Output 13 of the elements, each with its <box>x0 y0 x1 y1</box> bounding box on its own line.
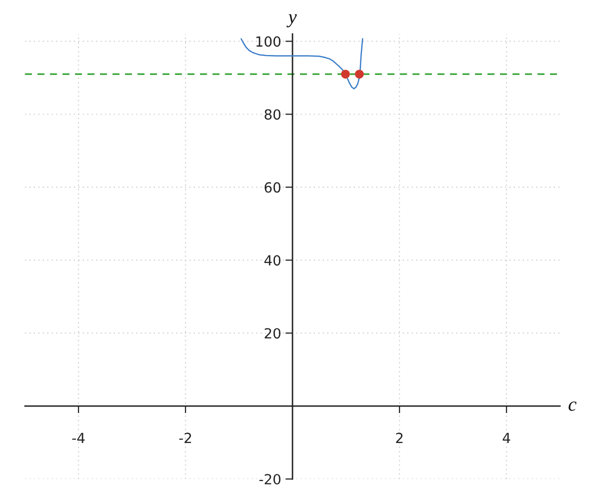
x-tick-label: -2 <box>179 432 192 443</box>
y-tick-label: 40 <box>264 255 280 266</box>
y-tick-label: 80 <box>264 109 280 120</box>
x-tick-label: 4 <box>502 432 510 443</box>
y-tick-label: -20 <box>259 474 280 484</box>
y-tick-label: 20 <box>264 328 280 339</box>
x-tick-label: -4 <box>72 432 85 443</box>
line-series <box>240 38 364 90</box>
y-tick-label: 60 <box>264 182 280 193</box>
x-axis-title: c <box>568 402 576 411</box>
y-axis-title: y <box>286 14 297 28</box>
y-tick-label: 100 <box>256 36 280 47</box>
x-tick-label: 2 <box>396 432 403 443</box>
